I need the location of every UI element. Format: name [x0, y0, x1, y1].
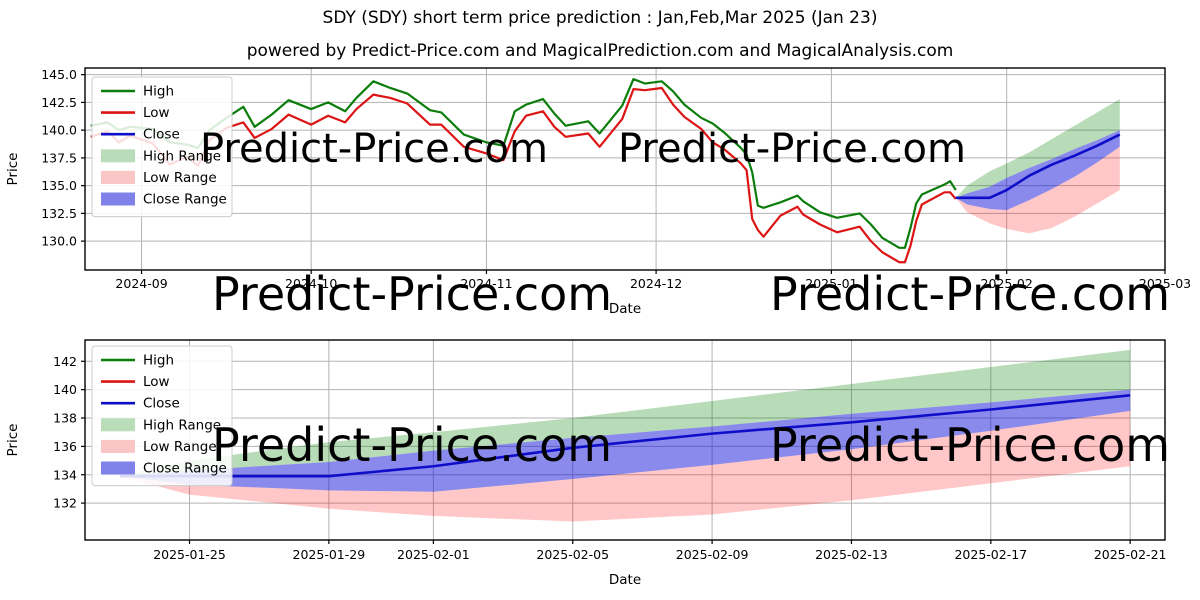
- watermark-text: Predict-Price.com: [212, 418, 612, 472]
- low-range-band: [955, 146, 1120, 234]
- low-line: [90, 86, 957, 264]
- x-tick-label: 2025-02-13: [815, 547, 888, 562]
- close-range-legend-swatch: [101, 461, 135, 475]
- low-range-legend-swatch: [101, 170, 135, 184]
- legend-label: High Range: [143, 148, 221, 164]
- y-tick-label: 145.0: [41, 67, 77, 82]
- low-range-legend-swatch: [101, 439, 135, 453]
- legend-label: High: [143, 84, 174, 100]
- x-tick-label: 2025-02-01: [397, 547, 470, 562]
- prediction-zoom-chart: 142 140 138 136 134 132 2025-01-25 2025-01-29 20…: [5, 339, 1167, 588]
- y-tick-label: 137.5: [41, 150, 77, 165]
- x-tick-label: 2025-01-25: [153, 547, 226, 562]
- y-axis-title: Price: [5, 153, 21, 186]
- x-tick-label: 2024-11: [460, 276, 512, 291]
- y-tick-label: 136: [53, 439, 77, 454]
- x-tick-label: 2025-02-09: [676, 547, 749, 562]
- y-axis-title: Price: [5, 424, 21, 457]
- low-range-band: [119, 410, 1131, 522]
- x-tick-label: 2024-09: [115, 276, 167, 291]
- x-tick-label: 2025-01-29: [293, 547, 366, 562]
- high-range-legend-swatch: [101, 418, 135, 432]
- close-line: [955, 133, 1121, 200]
- legend-label: Close: [143, 127, 180, 143]
- x-tick-label: 2025-02-05: [536, 547, 609, 562]
- y-tick-label: 134: [53, 467, 77, 482]
- legend-label: High: [143, 353, 174, 369]
- legend-label: Close Range: [143, 192, 227, 208]
- x-tick-label: 2025-02-21: [1094, 547, 1167, 562]
- legend-label: Low Range: [143, 439, 217, 455]
- x-tick-label: 2025-01: [805, 276, 857, 291]
- y-tick-label: 142.5: [41, 95, 77, 110]
- legend-label: Low Range: [143, 170, 217, 186]
- legend-label: Low: [143, 105, 170, 121]
- watermark-text: Predict-Price.com: [618, 126, 966, 172]
- page-title: SDY (SDY) short term price prediction : …: [322, 8, 878, 28]
- x-axis-title: Date: [609, 572, 641, 588]
- x-tick-label: 2025-02: [981, 276, 1033, 291]
- high-line: [90, 77, 957, 249]
- y-tick-label: 130.0: [41, 234, 77, 249]
- plot-border: [84, 67, 1166, 271]
- y-tick-label: 140: [53, 382, 77, 397]
- plot-border: [84, 339, 1166, 541]
- watermark-text: Predict-Price.com: [200, 126, 548, 172]
- high-range-legend-swatch: [101, 149, 135, 163]
- x-axis-title: Date: [609, 301, 641, 317]
- close-line: [119, 394, 1131, 478]
- y-tick-label: 132: [53, 496, 77, 511]
- x-tick-label: 2025-03: [1139, 276, 1191, 291]
- high-range-band: [955, 99, 1120, 198]
- x-tick-label: 2024-10: [285, 276, 337, 291]
- y-tick-label: 135.0: [41, 178, 77, 193]
- y-tick-label: 138: [53, 411, 77, 426]
- y-tick-label: 142: [53, 354, 77, 369]
- legend-label: High Range: [143, 417, 221, 433]
- close-range-legend-swatch: [101, 192, 135, 206]
- watermark-text: Predict-Price.com: [770, 418, 1170, 472]
- legend-label: Close Range: [143, 461, 227, 477]
- x-tick-label: 2025-02-17: [954, 547, 1027, 562]
- page-subtitle: powered by Predict-Price.com and Magical…: [246, 41, 954, 61]
- x-tick-label: 2024-12: [630, 276, 682, 291]
- overview-chart: 145.0 142.5 140.0 137.5 135.0 132.5 130.0 2024-…: [5, 67, 1191, 317]
- legend-label: Low: [143, 374, 170, 390]
- close-range-band: [119, 389, 1131, 492]
- y-tick-label: 140.0: [41, 123, 77, 138]
- legend-label: Close: [143, 396, 180, 412]
- high-range-band: [119, 349, 1131, 477]
- watermark-text: Predict-Price.com: [770, 267, 1170, 321]
- watermark-text: Predict-Price.com: [212, 267, 612, 321]
- y-tick-label: 132.5: [41, 206, 77, 221]
